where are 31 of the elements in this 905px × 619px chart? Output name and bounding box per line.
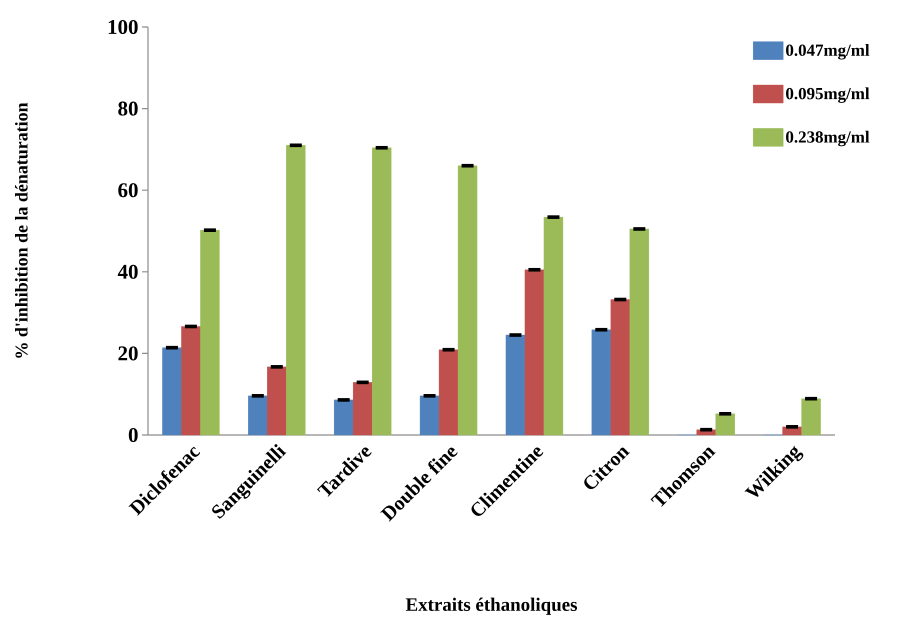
- y-tick-label: 20: [118, 346, 138, 360]
- y-axis-title: % d'inhibition de la dénaturation: [14, 102, 28, 358]
- bar: [248, 396, 268, 436]
- bar: [610, 299, 630, 436]
- y-tick-label: 0: [128, 428, 138, 442]
- bar: [372, 148, 392, 436]
- bar: [352, 382, 372, 436]
- legend-label: 0.095mg/ml: [786, 87, 870, 103]
- bar: [438, 350, 458, 436]
- y-tick-label: 40: [118, 264, 138, 279]
- bar: [420, 396, 440, 436]
- bar: [506, 334, 526, 436]
- bar: [801, 398, 821, 436]
- bar: [630, 228, 650, 436]
- bar: [458, 166, 478, 436]
- bar: [334, 400, 354, 436]
- legend-label: 0.047mg/ml: [786, 44, 870, 60]
- bar: [544, 216, 564, 436]
- bar: [592, 330, 612, 436]
- bar: [286, 145, 306, 436]
- y-tick-label: 100: [108, 20, 138, 34]
- bar: [524, 270, 544, 436]
- bar: [162, 347, 182, 436]
- bar: [715, 414, 735, 436]
- bar: [200, 230, 220, 436]
- bar: [267, 366, 287, 436]
- x-axis-title: Extraits éthanoliques: [406, 598, 578, 615]
- y-tick-label: 60: [118, 183, 138, 198]
- y-tick-label: 80: [118, 102, 138, 116]
- legend-label: 0.238mg/ml: [786, 130, 870, 146]
- bar: [181, 326, 201, 436]
